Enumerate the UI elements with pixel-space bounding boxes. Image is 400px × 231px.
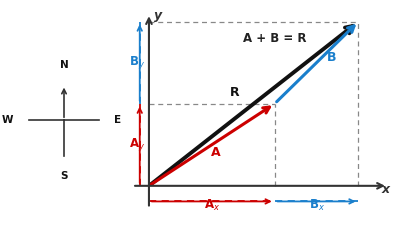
Text: $\mathbf{A}_{\it{x}}$: $\mathbf{A}_{\it{x}}$ <box>204 198 220 213</box>
Text: A: A <box>211 146 221 159</box>
Text: E: E <box>114 115 122 125</box>
Text: y: y <box>154 9 162 22</box>
Text: A + B = R: A + B = R <box>243 32 306 45</box>
Text: W: W <box>2 115 14 125</box>
Text: x: x <box>382 183 390 196</box>
Text: R: R <box>230 86 240 99</box>
Text: $\mathbf{B}_{\it{y}}$: $\mathbf{B}_{\it{y}}$ <box>129 54 145 71</box>
Text: $\mathbf{A}_{\it{y}}$: $\mathbf{A}_{\it{y}}$ <box>129 136 145 153</box>
Text: S: S <box>60 170 68 181</box>
Text: $\mathbf{B}_{\it{x}}$: $\mathbf{B}_{\it{x}}$ <box>308 198 324 213</box>
Text: N: N <box>60 60 68 70</box>
Text: B: B <box>326 51 336 64</box>
